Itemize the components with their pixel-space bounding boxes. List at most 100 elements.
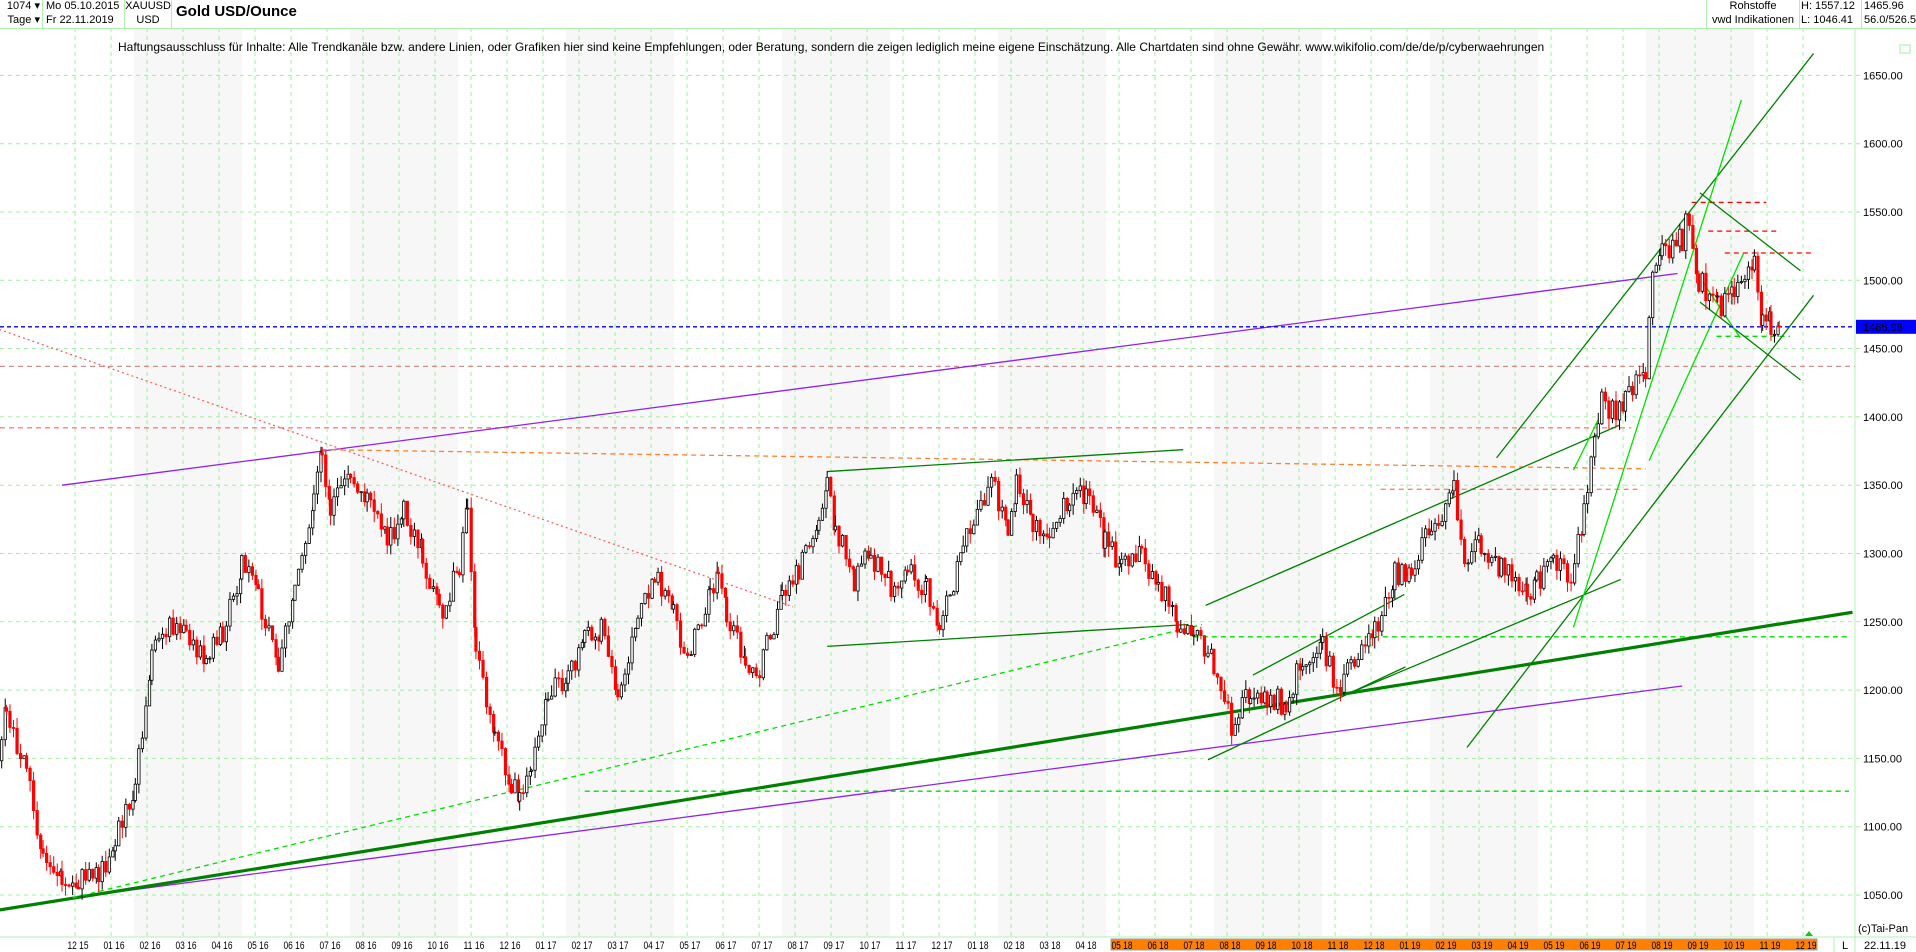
candle [1520, 581, 1525, 596]
candle-body [1363, 644, 1367, 647]
axes: 1050.00 1100.00 1150.00 1200.00 1250.00 1300.… [0, 28, 1916, 952]
candle-body [986, 486, 990, 506]
trendline[interactable] [322, 449, 1646, 470]
collapse-icon[interactable] [1899, 44, 1911, 54]
candle-body [221, 626, 225, 643]
current-marker-icon [1805, 931, 1813, 936]
candle [1623, 390, 1628, 422]
candle-body [703, 613, 707, 627]
candle-body [768, 635, 773, 640]
candle-body [243, 555, 247, 573]
candle-body [455, 570, 459, 573]
trendline[interactable] [1252, 593, 1405, 676]
candle [765, 632, 769, 651]
x-tick-label: 04 16 [212, 940, 233, 952]
candle-body [1627, 385, 1631, 392]
x-tick-label: 05 17 [680, 940, 701, 952]
trendline[interactable] [1699, 301, 1801, 381]
dropdown-arrow-icon: ▾ [34, 0, 40, 12]
trendline[interactable] [1699, 192, 1801, 272]
x-tick-label: 11 18 [1328, 940, 1349, 952]
trendline[interactable] [1353, 578, 1621, 693]
candle-body [909, 564, 913, 573]
candle-body [1586, 492, 1590, 505]
candle [421, 537, 425, 568]
candle [807, 541, 812, 550]
candle [144, 696, 148, 741]
candle-body [859, 563, 864, 567]
candle-body [1301, 666, 1305, 671]
candle-body [1114, 541, 1118, 568]
candle-body [1551, 554, 1555, 559]
bars-count-select[interactable]: 1074 ▾ [6, 0, 40, 12]
trendline[interactable] [1466, 294, 1815, 748]
candle [1259, 686, 1263, 706]
trendline[interactable] [0, 610, 1853, 912]
candle-body [671, 604, 676, 610]
candle [732, 620, 736, 636]
candle [1047, 527, 1052, 549]
candle-body [1769, 311, 1773, 335]
candle [1517, 573, 1521, 597]
candle-body [250, 566, 255, 576]
candle [1429, 520, 1434, 536]
candle [451, 562, 456, 602]
candle [570, 659, 574, 680]
trendline[interactable] [72, 685, 1683, 899]
date-from[interactable]: Mo 05.10.2015 [46, 0, 120, 12]
trendline[interactable] [1572, 419, 1599, 471]
trendline[interactable] [1496, 53, 1815, 459]
candle [820, 503, 825, 521]
trendline[interactable] [827, 449, 1184, 473]
candle-body [1463, 538, 1467, 565]
trendline[interactable] [1572, 99, 1742, 628]
candle [537, 730, 541, 751]
candle [1617, 399, 1622, 430]
trendline[interactable] [827, 623, 1188, 648]
candle-body [606, 635, 610, 657]
candle [1215, 672, 1220, 685]
candle-body [389, 527, 393, 546]
candle-body [728, 621, 732, 632]
candle-body [448, 600, 452, 607]
candle [291, 598, 295, 629]
date-to[interactable]: Fr 22.11.2019 [46, 14, 114, 26]
trendline[interactable] [1207, 666, 1406, 761]
candle [603, 617, 607, 640]
candle [728, 612, 732, 640]
scale-info: 56.0/526.5 [1864, 14, 1916, 26]
candle [1287, 690, 1292, 716]
candle-body [1047, 536, 1052, 539]
candle [484, 671, 489, 715]
candle [848, 549, 852, 573]
candle [215, 630, 219, 647]
trendline[interactable] [1205, 424, 1620, 607]
candle [703, 607, 707, 627]
candle [1684, 210, 1688, 259]
candle-body [1315, 652, 1319, 659]
candle-body [1470, 551, 1474, 564]
candle-body [1684, 213, 1688, 252]
candle-body [804, 545, 808, 553]
candle [1349, 655, 1353, 670]
candle-body [287, 621, 291, 627]
candle-body [1580, 533, 1584, 536]
candle-body [405, 500, 409, 526]
y-tick-label: 1050.00 [1863, 890, 1903, 902]
candle-body [254, 574, 258, 586]
high-low-cell: H: 1557.12 L: 1046.41 [1799, 0, 1862, 28]
candle [872, 548, 877, 581]
candle [1230, 696, 1234, 745]
y-tick-label: 1600.00 [1863, 139, 1903, 151]
candle [883, 573, 887, 587]
candle-body [989, 476, 994, 488]
candle [900, 580, 904, 599]
candle-body [900, 580, 904, 589]
last-price-badge [1856, 319, 1916, 334]
trendline[interactable] [0, 329, 794, 608]
candle [1400, 562, 1404, 586]
period-select[interactable]: Tage ▾ [7, 14, 40, 26]
candle-body [1697, 273, 1701, 292]
trendline[interactable] [72, 623, 1203, 899]
